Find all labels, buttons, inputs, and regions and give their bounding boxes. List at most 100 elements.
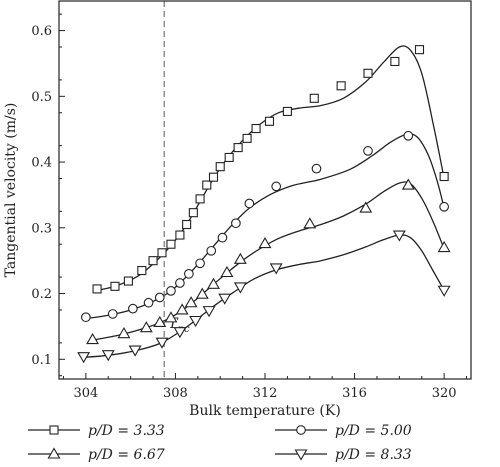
x-tick-label: 320 (432, 386, 457, 401)
data-point-square (148, 256, 158, 266)
data-point-triangle-down (189, 315, 203, 328)
data-point-square (242, 133, 252, 143)
data-point-square (92, 284, 102, 294)
x-tick-label: 304 (73, 386, 98, 401)
data-point-triangle-up (117, 327, 131, 339)
data-point-circle (128, 303, 138, 314)
data-point-triangle-down (173, 327, 187, 339)
y-axis-ticks: 0.1 0.2 0.3 0.4 0.5 0.6 (31, 13, 65, 377)
data-point-square (182, 219, 192, 230)
x-tick-label: 316 (342, 386, 367, 401)
data-point-square (233, 143, 243, 153)
fit-curve-1 (96, 45, 445, 291)
data-point-circle (107, 309, 118, 319)
fit-curve-4 (83, 234, 445, 358)
data-point-triangle-down (101, 350, 115, 362)
data-point-square (282, 106, 292, 116)
data-point-triangle-up (220, 265, 234, 278)
data-point-triangle-up (164, 311, 178, 323)
data-point-triangle-up (437, 240, 451, 253)
data-point-circle (244, 198, 255, 209)
data-point-circle (175, 278, 185, 288)
data-point-square (166, 239, 176, 249)
data-point-square (123, 276, 133, 286)
data-point-circle (363, 146, 373, 156)
data-point-triangle-up (153, 315, 167, 328)
data-point-square (208, 172, 219, 182)
data-point-triangle-up (195, 287, 209, 299)
data-point-triangle-down (218, 293, 232, 305)
data-point-circle (271, 181, 282, 192)
data-point-triangle-down (437, 285, 451, 297)
data-point-square (215, 162, 225, 172)
legend-marker-square (49, 425, 59, 435)
x-tick-label: 312 (253, 386, 278, 401)
legend-marker-triangle-up (47, 447, 61, 459)
data-point-triangle-up (207, 277, 220, 289)
legend-label: p/D = 8.33 (335, 447, 412, 463)
fitted-curves (83, 45, 445, 358)
data-point-square (188, 208, 198, 218)
y-tick-label: 0.2 (31, 287, 52, 302)
data-point-square (390, 56, 400, 67)
data-point-circle (231, 218, 241, 229)
data-point-triangle-up (401, 178, 415, 190)
fit-curve-3 (92, 181, 445, 341)
y-tick-label: 0.6 (31, 24, 52, 39)
data-point-circle (206, 245, 217, 256)
legend-marker-circle (296, 425, 306, 435)
data-point-circle (184, 268, 194, 279)
data-point-circle (195, 258, 205, 269)
data-point-circle (439, 201, 449, 212)
data-point-triangle-down (128, 345, 142, 357)
data-point-triangle-up (175, 303, 189, 315)
data-point-triangle-up (139, 321, 153, 333)
data-point-triangle-up (303, 217, 317, 229)
data-point-square (195, 194, 205, 204)
x-axis-label: Bulk temperature (K) (189, 403, 341, 419)
y-tick-label: 0.1 (31, 353, 52, 368)
fit-curve-2 (85, 133, 445, 320)
data-point-triangle-up (258, 236, 272, 249)
data-point-triangle-up (359, 201, 373, 213)
data-point-square (251, 123, 261, 134)
data-point-square (137, 265, 147, 276)
data-point-square (439, 171, 449, 182)
y-axis-label: Tangential velocity (m/s) (3, 103, 19, 278)
data-point-square (414, 45, 425, 55)
data-point-circle (311, 163, 322, 174)
data-point-triangle-up (233, 252, 247, 264)
plot-frame (58, 0, 472, 380)
data-point-square (202, 180, 212, 190)
x-tick-label: 308 (163, 386, 188, 401)
legend-label: p/D = 5.00 (335, 423, 412, 439)
data-point-circle (143, 297, 154, 308)
data-point-triangle-down (233, 282, 247, 294)
data-point-square (224, 152, 234, 163)
data-point-circle (154, 292, 165, 303)
data-point-triangle-down (269, 263, 283, 275)
data-point-circle (166, 286, 176, 296)
data-point-square (363, 68, 373, 78)
y-tick-label: 0.4 (31, 156, 52, 171)
data-point-circle (403, 130, 414, 141)
data-markers (77, 45, 451, 364)
x-axis-ticks: 304 308 312 316 320 (62, 373, 468, 401)
data-point-square (336, 81, 346, 91)
data-point-circle (81, 312, 91, 323)
y-tick-label: 0.5 (31, 90, 52, 105)
data-point-triangle-down (77, 352, 91, 364)
legend-marker-triangle-down (294, 449, 308, 461)
data-point-triangle-down (155, 337, 169, 349)
data-point-triangle-up (184, 296, 198, 308)
data-point-square (309, 93, 319, 103)
data-point-triangle-up (86, 332, 100, 345)
legend-label: p/D = 3.33 (88, 423, 165, 439)
data-point-circle (217, 232, 228, 243)
y-tick-label: 0.3 (31, 221, 52, 236)
data-point-square (157, 248, 167, 258)
legend-label: p/D = 6.67 (88, 447, 165, 463)
legend: p/D = 3.33 p/D = 5.00 p/D = 6.67 p/D = 8.33 (28, 423, 412, 463)
data-point-square (175, 230, 185, 240)
